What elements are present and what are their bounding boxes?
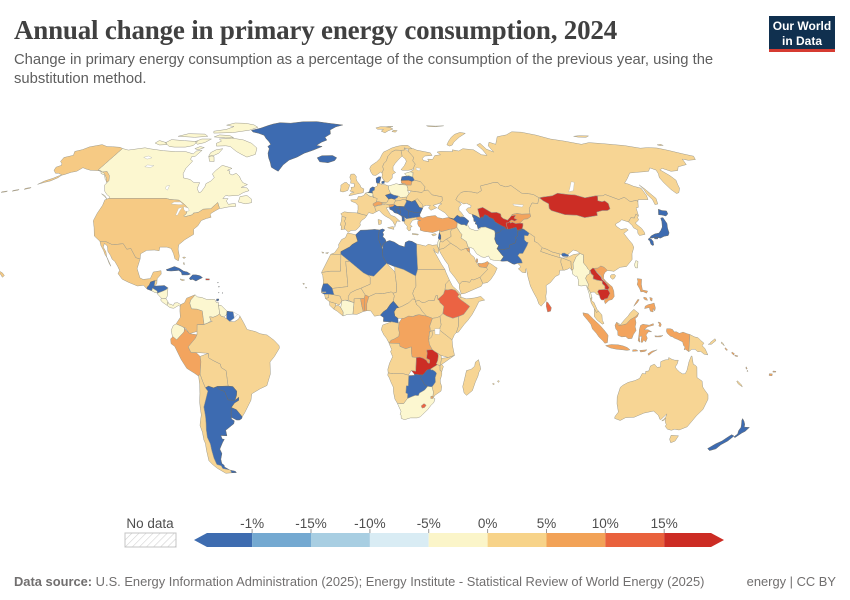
svg-text:10%: 10% [592, 516, 619, 531]
svg-text:5%: 5% [537, 516, 557, 531]
svg-text:0%: 0% [478, 516, 498, 531]
svg-text:15%: 15% [651, 516, 678, 531]
svg-text:-15%: -15% [295, 516, 327, 531]
svg-text:-5%: -5% [417, 516, 441, 531]
svg-text:-1%: -1% [240, 516, 264, 531]
svg-text:No data: No data [126, 516, 174, 531]
svg-text:-10%: -10% [354, 516, 386, 531]
